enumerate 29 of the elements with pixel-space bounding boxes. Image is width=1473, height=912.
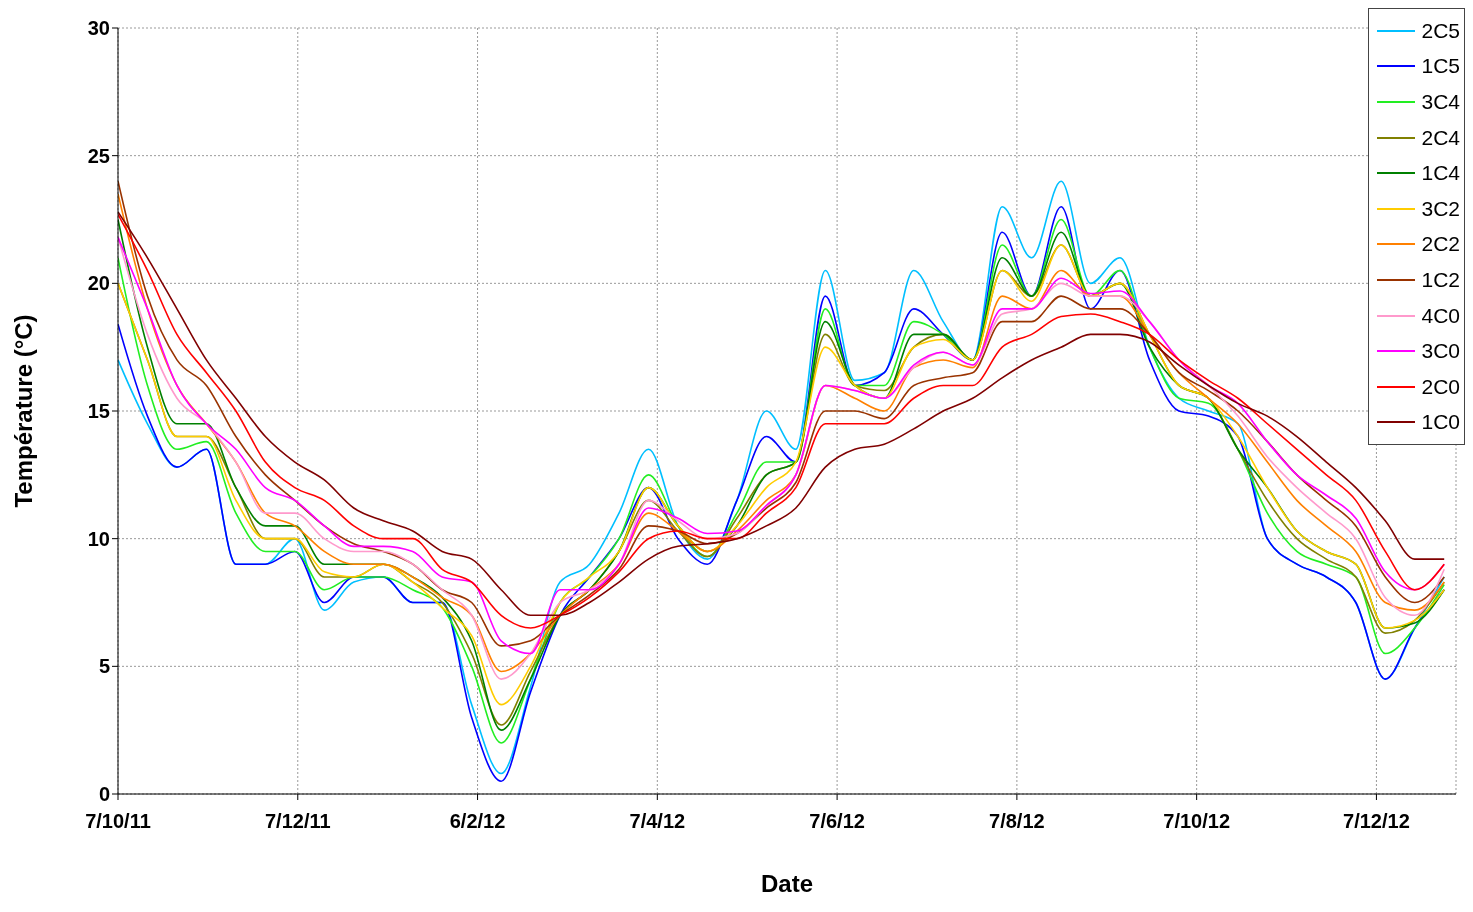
x-tick-label: 7/6/12 [809,810,865,833]
x-tick-label: 7/8/12 [989,810,1045,833]
y-tick-label: 5 [98,655,110,678]
legend-label: 2C4 [1421,125,1460,150]
legend-label: 3C0 [1421,339,1460,364]
y-tick-label: 25 [87,144,110,167]
legend-label: 3C4 [1421,89,1460,114]
y-tick-label: 0 [98,783,110,806]
y-tick-label: 30 [87,17,110,40]
legend-label: 4C0 [1421,303,1460,328]
x-tick-label: 7/4/12 [629,810,686,833]
legend-label: 3C2 [1421,196,1460,221]
x-axis-title: Date [760,870,814,897]
legend-label: 1C0 [1421,410,1460,435]
x-tick-label: 7/12/11 [264,810,331,833]
x-tick-label: 7/12/12 [1343,810,1410,833]
y-tick-label: 20 [87,272,110,295]
y-axis-title: Température (°C) [9,314,37,508]
x-tick-label: 7/10/11 [85,810,151,833]
y-tick-label: 15 [87,400,110,423]
legend-label: 2C2 [1421,232,1460,257]
y-tick-label: 10 [87,527,110,550]
x-tick-label: 6/2/12 [449,810,506,833]
legend-label: 2C0 [1421,374,1460,399]
legend-label: 2C5 [1421,18,1460,43]
legend-label: 1C5 [1421,54,1460,79]
x-tick-label: 7/10/12 [1163,810,1231,833]
legend-label: 1C4 [1421,161,1460,186]
legend-label: 1C2 [1421,267,1460,292]
